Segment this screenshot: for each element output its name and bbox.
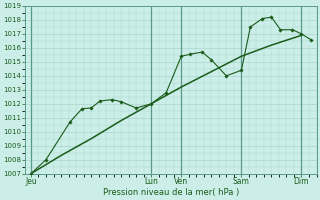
X-axis label: Pression niveau de la mer( hPa ): Pression niveau de la mer( hPa ) (103, 188, 239, 197)
